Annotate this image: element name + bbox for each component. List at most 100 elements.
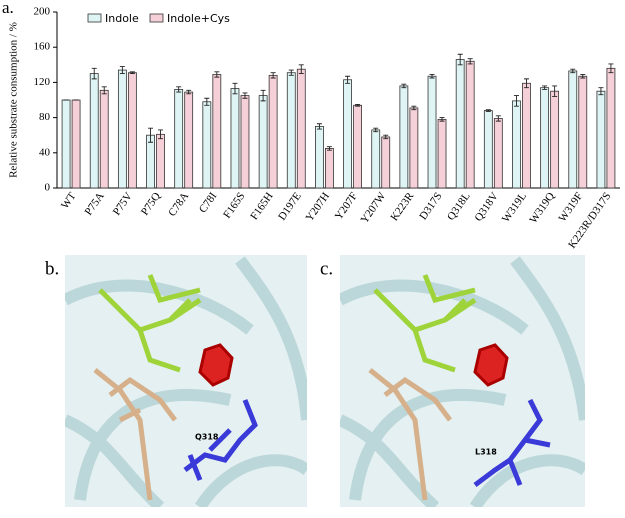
error-bar bbox=[598, 87, 604, 96]
error-bar bbox=[298, 64, 304, 75]
x-tick-label: Y207W bbox=[358, 190, 388, 226]
error-bar bbox=[373, 127, 379, 133]
bar bbox=[174, 89, 184, 189]
bar bbox=[296, 68, 306, 189]
bar bbox=[89, 73, 99, 189]
error-bar bbox=[608, 63, 614, 74]
bar bbox=[268, 74, 278, 189]
x-tick-label: P75A bbox=[83, 190, 107, 217]
x-tick-label: C78I bbox=[197, 190, 220, 215]
error-bar bbox=[411, 105, 417, 111]
bar bbox=[286, 72, 296, 189]
bar bbox=[437, 118, 447, 189]
bar bbox=[343, 79, 352, 189]
bar bbox=[512, 100, 521, 189]
error-bar bbox=[316, 123, 322, 130]
bar bbox=[606, 67, 616, 189]
error-bar bbox=[204, 97, 210, 106]
error-bar bbox=[186, 89, 192, 95]
bar bbox=[568, 70, 578, 189]
bar bbox=[522, 82, 531, 189]
bar bbox=[258, 95, 268, 189]
panel-label: a. bbox=[2, 0, 14, 17]
bar bbox=[61, 99, 71, 189]
bar bbox=[399, 85, 409, 189]
error-bar bbox=[242, 92, 248, 99]
bar bbox=[381, 136, 391, 189]
x-tick-label: W319L bbox=[500, 190, 529, 225]
x-tick-label: Q318V bbox=[472, 190, 500, 223]
bar bbox=[371, 129, 381, 189]
error-bar bbox=[345, 75, 351, 84]
bar bbox=[117, 69, 127, 189]
error-bar bbox=[467, 58, 473, 65]
bar bbox=[202, 101, 212, 189]
structure-image: L318 bbox=[340, 255, 585, 507]
y-tick-label: 200 bbox=[34, 6, 51, 18]
error-bar bbox=[101, 86, 107, 95]
residue-label: Q318 bbox=[195, 433, 219, 442]
x-tick-label: D317S bbox=[417, 190, 444, 222]
bar bbox=[493, 118, 503, 189]
bar bbox=[596, 90, 606, 189]
y-tick-label: 0 bbox=[45, 182, 51, 194]
x-tick-label: K223R bbox=[388, 190, 416, 223]
error-bar bbox=[523, 78, 529, 89]
error-bar bbox=[401, 83, 407, 89]
bar bbox=[127, 72, 137, 189]
error-bar bbox=[232, 82, 238, 95]
error-bar bbox=[383, 134, 389, 140]
error-bar bbox=[176, 86, 182, 93]
error-bar bbox=[429, 74, 435, 79]
error-bar bbox=[148, 127, 154, 143]
x-tick-label: F165H bbox=[248, 190, 275, 222]
error-bar bbox=[355, 103, 361, 107]
error-bar bbox=[552, 85, 558, 97]
bar bbox=[156, 133, 165, 189]
bar bbox=[325, 147, 334, 189]
y-tick-label: 160 bbox=[34, 41, 51, 53]
bar bbox=[184, 91, 194, 189]
error-bar bbox=[214, 71, 220, 78]
x-tick-label: P75V bbox=[111, 190, 135, 217]
x-tick-label: C78A bbox=[166, 190, 191, 218]
residue-label: L318 bbox=[475, 448, 497, 457]
bar bbox=[353, 104, 362, 189]
bar bbox=[99, 89, 109, 189]
error-bar bbox=[485, 109, 491, 112]
error-bar bbox=[158, 129, 164, 140]
y-tick-label: 40 bbox=[39, 146, 51, 158]
error-bar bbox=[542, 85, 548, 90]
error-bar bbox=[513, 95, 519, 107]
bar bbox=[240, 95, 250, 189]
error-bar bbox=[439, 117, 445, 122]
error-bar bbox=[260, 89, 266, 102]
legend-label: Indole+Cys bbox=[167, 12, 230, 25]
panel-label: c. bbox=[320, 258, 333, 279]
bar bbox=[455, 59, 465, 189]
legend-swatch bbox=[87, 13, 102, 23]
y-tick-label: 120 bbox=[34, 76, 51, 88]
x-tick-label: W319Q bbox=[527, 190, 557, 225]
x-tick-label: F165S bbox=[221, 190, 247, 220]
structure-image: Q318 bbox=[65, 255, 307, 507]
error-bar bbox=[270, 72, 276, 79]
legend-label: Indole bbox=[105, 12, 139, 25]
bar bbox=[483, 110, 493, 189]
error-bar bbox=[119, 66, 125, 75]
error-bar bbox=[495, 115, 501, 122]
x-tick-label: Q318L bbox=[445, 190, 473, 223]
bar bbox=[540, 87, 550, 189]
legend-swatch bbox=[149, 13, 164, 23]
y-axis-label: Relative substrate consumption / % bbox=[8, 22, 20, 178]
bar bbox=[550, 90, 560, 189]
panel-label: b. bbox=[45, 258, 59, 279]
bar bbox=[465, 60, 475, 189]
x-tick-label: W319F bbox=[557, 190, 586, 224]
bar bbox=[230, 88, 240, 189]
x-tick-label: Y207H bbox=[304, 190, 332, 223]
x-tick-label: D197E bbox=[276, 190, 304, 223]
error-bar bbox=[288, 69, 294, 76]
error-bar bbox=[570, 68, 576, 74]
